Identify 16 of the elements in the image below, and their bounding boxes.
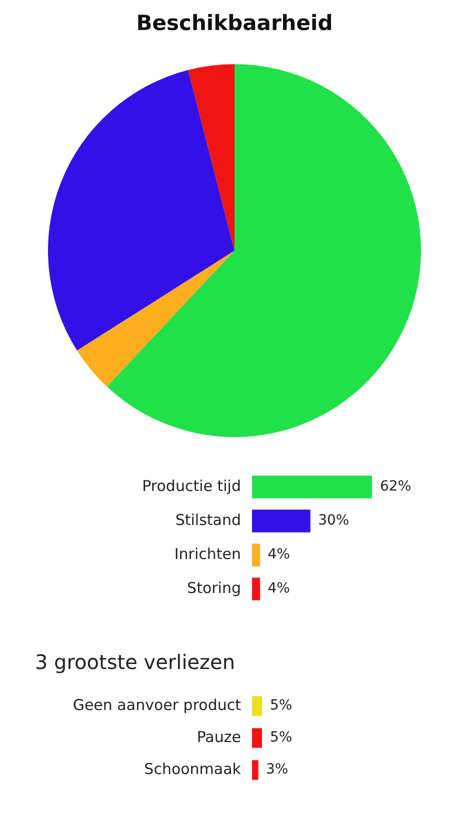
y-tick-label: Pauze [196,728,241,746]
y-tick-label: Geen aanvoer product [72,696,242,714]
y-tick-label: Inrichten [174,544,241,563]
y-tick-label: Schoonmaak [144,760,242,778]
chart-title: 3 grootste verliezen [34,650,236,674]
y-tick-label: Stilstand [175,510,241,529]
data-label: 4% [268,580,290,597]
data-label: 5% [270,698,292,714]
chart-title: Beschikbaarheid [136,11,333,36]
data-label: 62% [380,478,412,495]
data-label: 30% [318,512,350,529]
data-label: 3% [266,762,288,778]
data-label: 4% [268,546,290,563]
y-tick-label: Productie tijd [142,476,241,495]
y-tick-label: Storing [187,578,241,597]
data-label: 5% [270,730,292,746]
